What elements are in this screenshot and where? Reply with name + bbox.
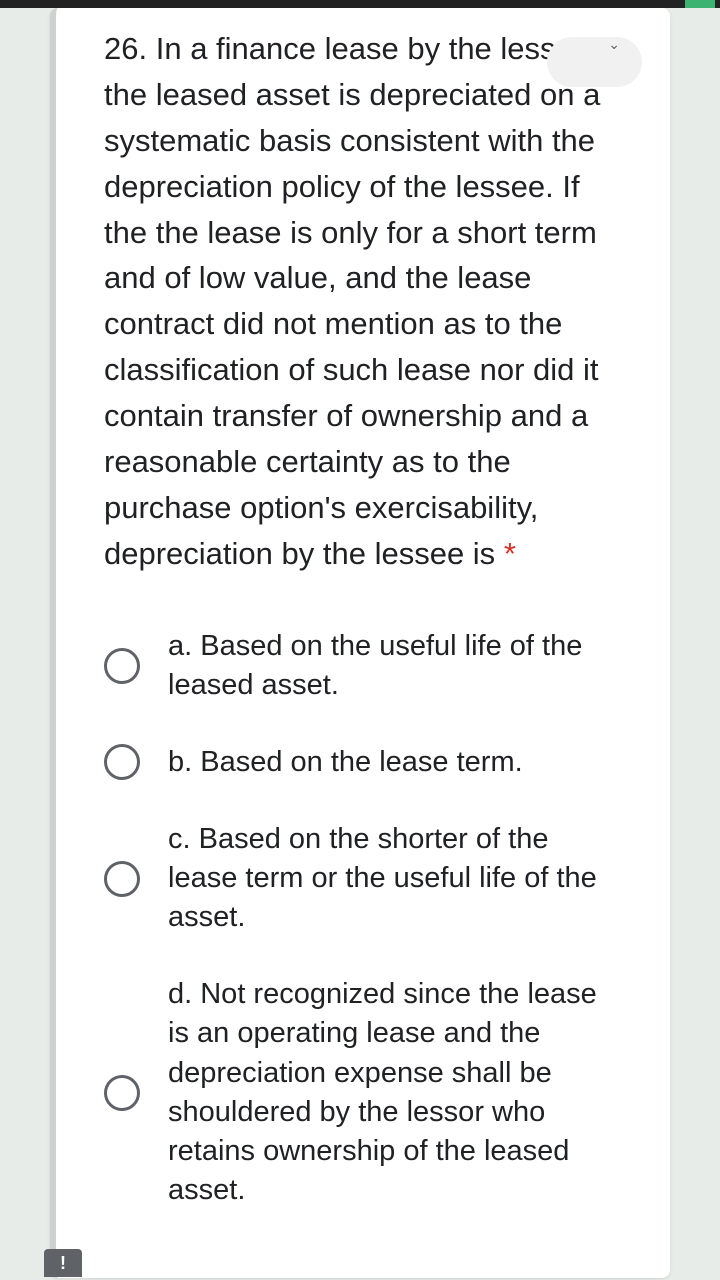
radio-icon[interactable]	[104, 861, 140, 897]
option-label: d. Not recognized since the lease is an …	[168, 975, 622, 1210]
radio-icon[interactable]	[104, 1075, 140, 1111]
radio-icon[interactable]	[104, 648, 140, 684]
options-list: a. Based on the useful life of the lease…	[104, 627, 622, 1211]
option-label: c. Based on the shorter of the lease ter…	[168, 820, 622, 937]
feedback-button[interactable]: !	[44, 1249, 82, 1277]
question-text: 26. In a finance lease by the lessee, th…	[104, 26, 622, 577]
battery-icon	[685, 0, 715, 8]
option-b[interactable]: b. Based on the lease term.	[104, 743, 622, 782]
exclamation-icon: !	[60, 1253, 66, 1274]
required-asterisk: *	[504, 536, 516, 571]
question-number: 26.	[104, 31, 147, 66]
question-body: In a finance lease by the lessee, the le…	[104, 31, 600, 571]
radio-icon[interactable]	[104, 744, 140, 780]
option-c[interactable]: c. Based on the shorter of the lease ter…	[104, 820, 622, 937]
status-bar	[0, 0, 720, 8]
caret-icon: ⌄	[608, 36, 620, 53]
question-card: ⌄ 26. In a finance lease by the lessee, …	[50, 8, 670, 1278]
points-badge	[547, 37, 642, 87]
option-a[interactable]: a. Based on the useful life of the lease…	[104, 627, 622, 705]
option-label: a. Based on the useful life of the lease…	[168, 627, 622, 705]
option-d[interactable]: d. Not recognized since the lease is an …	[104, 975, 622, 1210]
option-label: b. Based on the lease term.	[168, 743, 523, 782]
